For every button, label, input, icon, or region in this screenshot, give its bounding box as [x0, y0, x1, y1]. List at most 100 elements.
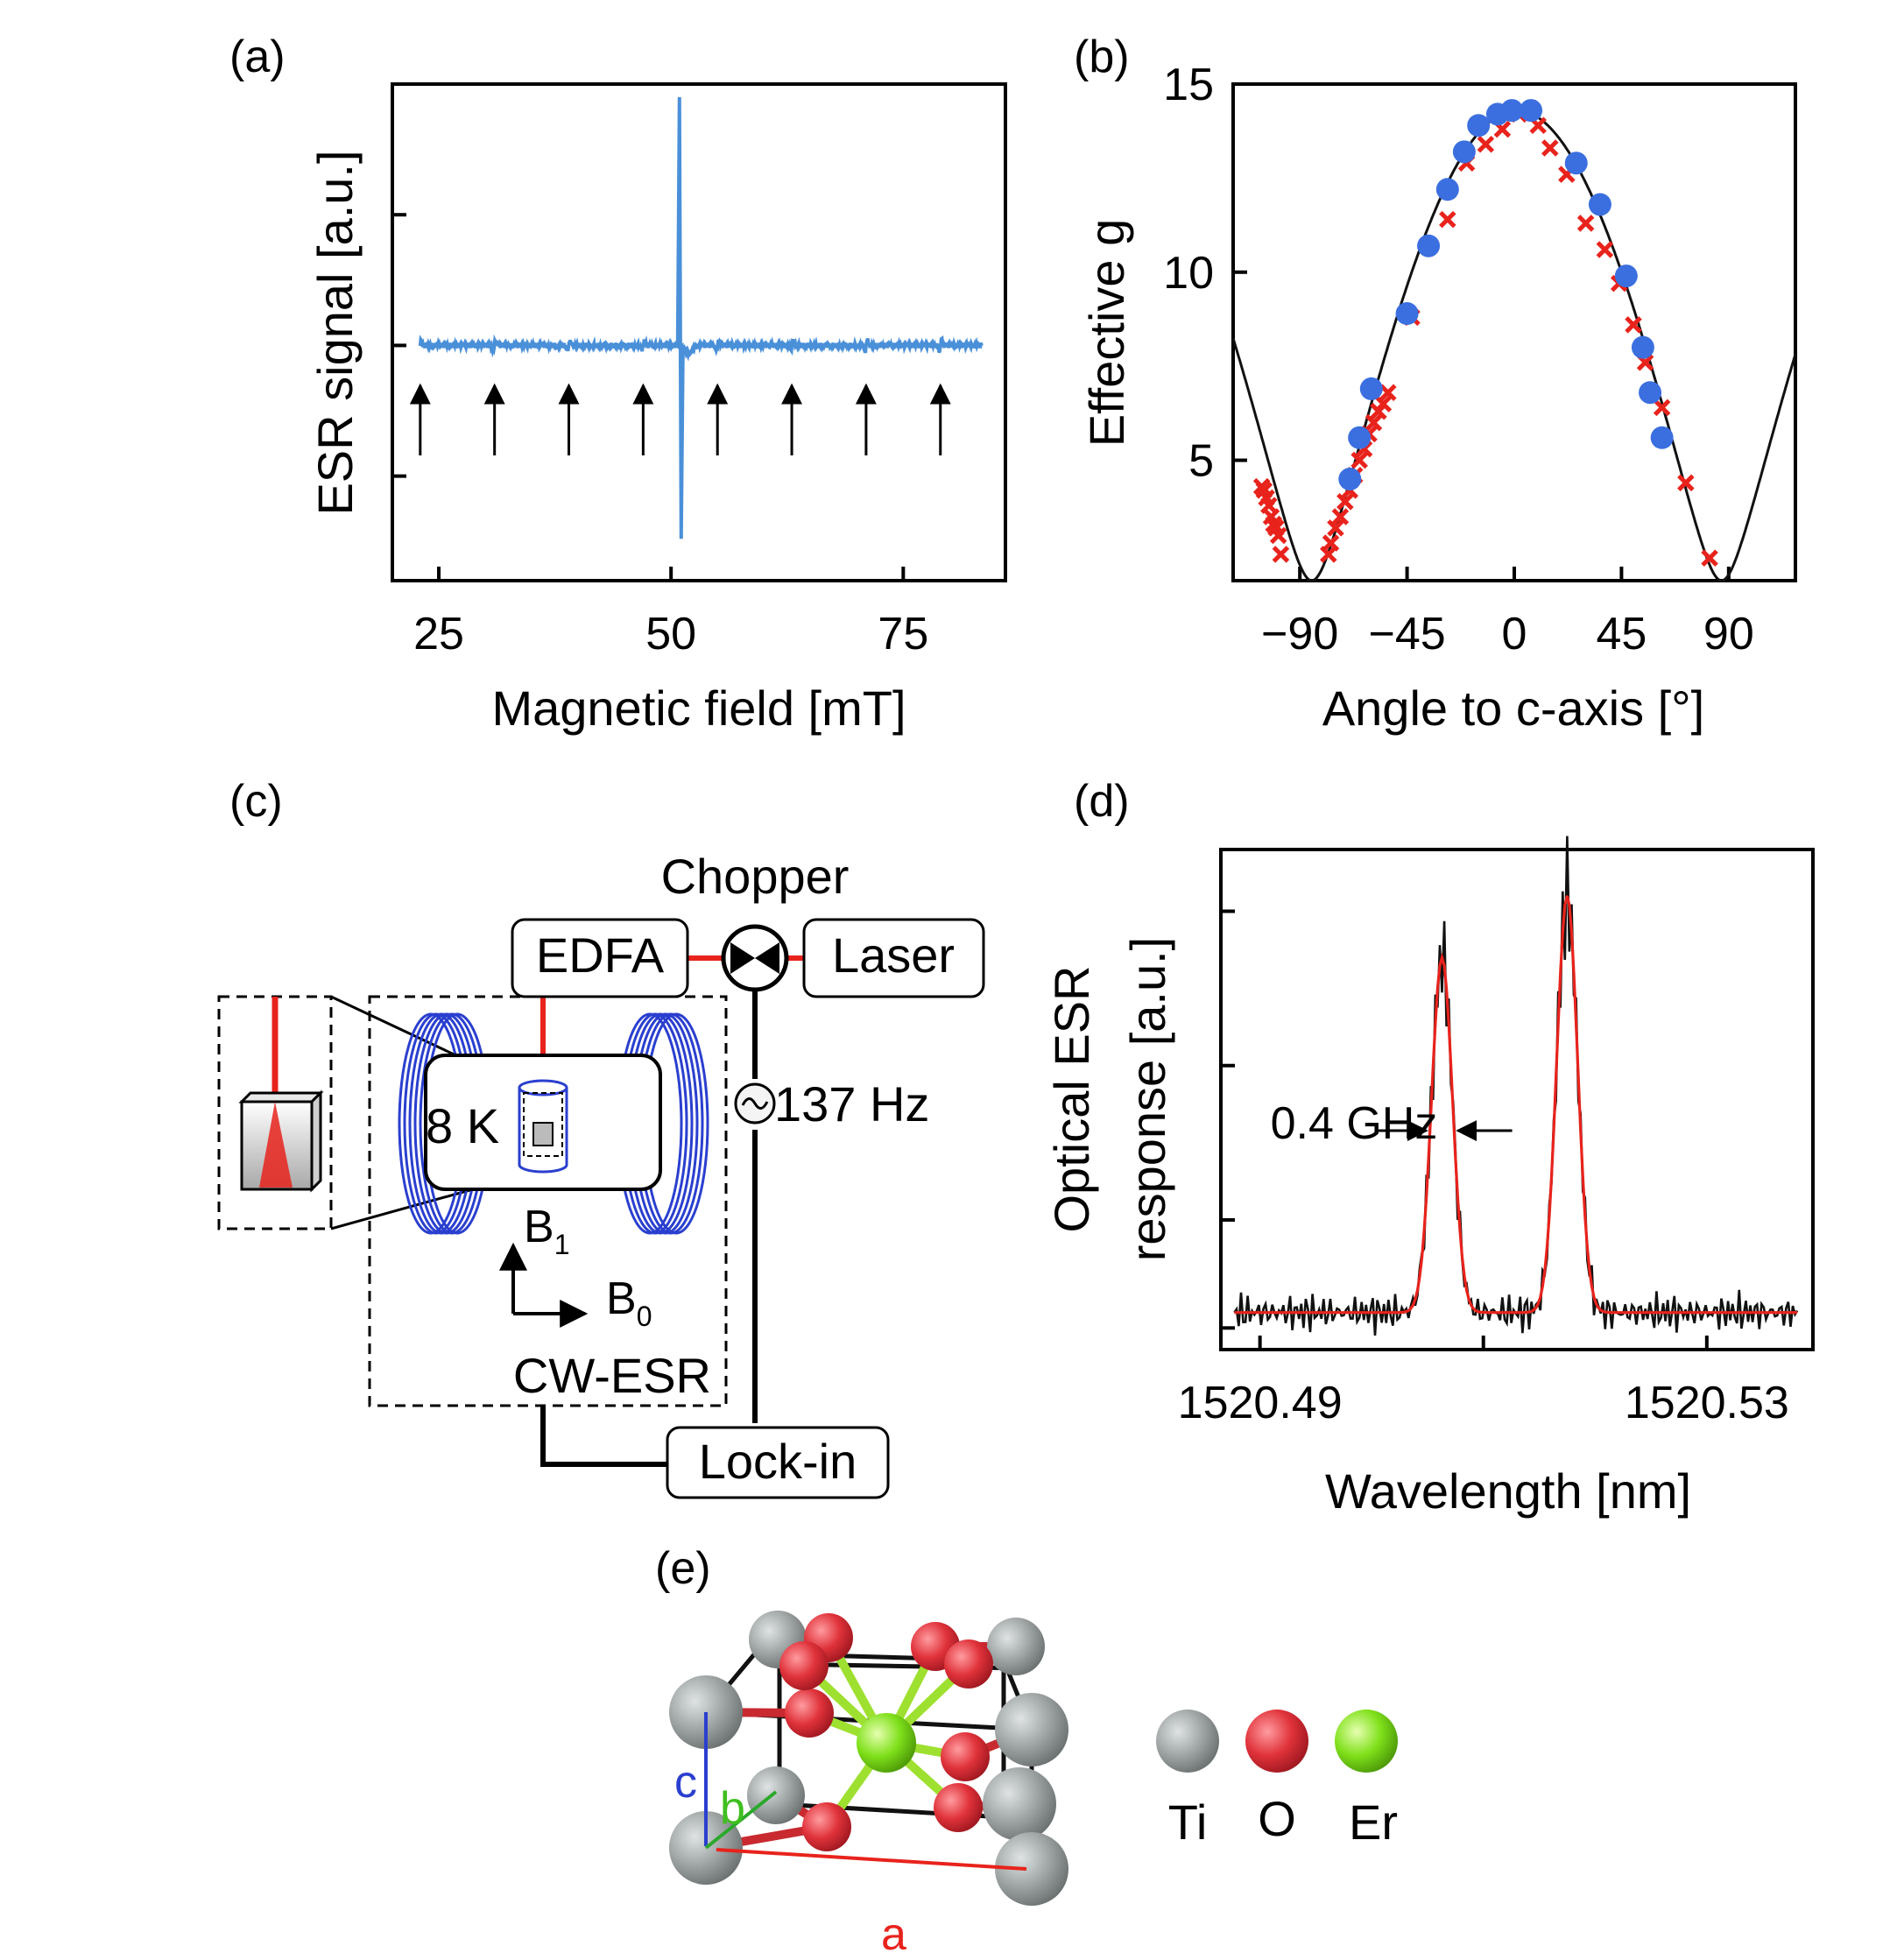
b-xtick-label-1: −45 — [1368, 609, 1445, 659]
g-factor-fit-curve — [1231, 109, 1797, 582]
edfa-label: EDFA — [536, 927, 665, 983]
blue-circle-7 — [1467, 114, 1491, 137]
red-cross-11 — [1327, 519, 1344, 537]
o-atom-3 — [941, 1732, 990, 1781]
blue-circle-12 — [1588, 193, 1611, 216]
red-cross-10 — [1322, 534, 1340, 552]
c-axis-label: c — [674, 1757, 697, 1808]
red-cross-series — [1252, 105, 1718, 567]
red-cross-16 — [1350, 451, 1368, 469]
panel-a-esr-spectrum: (a) 25 50 75 Magnetic field [mT] ESR signa… — [229, 32, 1007, 736]
blue-circle-11 — [1564, 152, 1588, 175]
er-atom — [857, 1713, 916, 1773]
inset-crystal-sample — [238, 1089, 324, 1193]
red-cross-38 — [1677, 474, 1695, 492]
plot-b-ylabel: Effective g — [1079, 219, 1134, 447]
o-atom-4 — [934, 1783, 983, 1832]
blue-circle-2 — [1359, 377, 1383, 400]
b1-symbol: B1 — [524, 1202, 569, 1260]
red-cross-24 — [1439, 210, 1456, 229]
plot-b-xlabel: Angle to c-axis [°] — [1322, 680, 1704, 736]
ti-atom-back-1 — [987, 1618, 1045, 1675]
signal-generator-icon — [734, 1082, 776, 1125]
panel-d-optical-esr: (d) 1520.49 1520.53 0.4 GHz Wavelength [n… — [1044, 776, 1815, 1519]
panel-d-label: (d) — [1074, 776, 1130, 827]
o-atom-5 — [802, 1802, 851, 1851]
red-cross-39 — [1701, 549, 1718, 567]
b-ytick-label-0: 5 — [1188, 436, 1214, 487]
panel-e-label: (e) — [655, 1543, 711, 1594]
lockin-box — [666, 1426, 890, 1499]
temperature-label: 8 K — [426, 1098, 499, 1153]
b-axis-line — [704, 1790, 778, 1850]
cw-esr-label: CW-ESR — [513, 1348, 711, 1403]
chopper-wheel-icon — [721, 924, 789, 992]
plot-a-xlabel: Magnetic field [mT] — [491, 680, 906, 736]
red-cross-30 — [1541, 139, 1559, 157]
legend-ti-label: Ti — [1168, 1794, 1208, 1850]
b-xtick-label-4: 90 — [1703, 609, 1754, 659]
plot-a-ticks: 25 50 75 — [392, 213, 928, 659]
plot-d-ylabel-line1: Optical ESR — [1044, 966, 1099, 1233]
a-axis-line — [716, 1848, 1027, 1871]
optical-esr-data-trace — [1233, 835, 1799, 1336]
panel-b-label: (b) — [1074, 32, 1130, 82]
ti-atom-front-5 — [983, 1767, 1056, 1841]
plot-b-frame — [1231, 82, 1797, 582]
blue-circle-0 — [1338, 468, 1362, 491]
panel-c-label: (c) — [229, 776, 283, 827]
modulation-frequency-label: 137 Hz — [774, 1076, 929, 1132]
lockin-label: Lock-in — [699, 1434, 857, 1489]
d-xtick-label-2: 1520.53 — [1625, 1378, 1789, 1428]
laser-label: Laser — [832, 927, 955, 983]
red-cross-33 — [1596, 241, 1614, 258]
b-xtick-label-0: −90 — [1261, 609, 1338, 659]
legend-o-swatch — [1245, 1710, 1308, 1773]
a-xtick-label-0: 25 — [413, 609, 464, 659]
ti-atom-front-7 — [995, 1832, 1068, 1906]
b-xtick-label-3: 45 — [1596, 609, 1647, 659]
b-xtick-label-2: 0 — [1502, 609, 1527, 659]
blue-circle-14 — [1631, 335, 1654, 359]
chopper-label: Chopper — [661, 849, 850, 904]
red-cross-26 — [1477, 135, 1495, 153]
b0-symbol: B0 — [606, 1273, 652, 1332]
blue-circle-5 — [1435, 178, 1459, 201]
plot-a-ylabel: ESR signal [a.u.] — [307, 150, 363, 515]
panel-b-effective-g: (b) −90 −45 0 45 90 5 10 15 Angle to c-axis [°]… — [1074, 32, 1797, 736]
legend-ti-swatch — [1156, 1710, 1219, 1773]
blue-circle-3 — [1395, 302, 1419, 326]
esr-to-lockin-wire — [540, 1406, 667, 1467]
blue-circle-9 — [1500, 99, 1524, 123]
blue-circle-15 — [1639, 381, 1662, 405]
cw-esr-enclosure — [368, 995, 728, 1407]
ti-atom-front-3 — [995, 1693, 1068, 1766]
red-cross-22 — [1379, 384, 1397, 401]
blue-circle-1 — [1348, 426, 1372, 449]
plot-d-xlabel: Wavelength [nm] — [1325, 1463, 1691, 1519]
linewidth-annotation-label: 0.4 GHz — [1271, 1098, 1438, 1149]
o-atom-7 — [944, 1639, 993, 1689]
panel-e-crystal-structure: (e) c b a Ti O Er — [655, 1543, 1398, 1960]
plot-d-ylabel-line2: response [a.u.] — [1120, 937, 1175, 1261]
b-ytick-label-2: 15 — [1163, 60, 1214, 110]
red-cross-12 — [1331, 508, 1350, 525]
red-cross-21 — [1374, 395, 1393, 412]
red-cross-37 — [1653, 398, 1671, 417]
esr-signal-trace — [418, 96, 984, 539]
red-cross-35 — [1625, 316, 1642, 334]
red-cross-8 — [1272, 546, 1290, 563]
legend-er-swatch — [1335, 1710, 1398, 1773]
legend-o-label: O — [1258, 1791, 1296, 1846]
panel-a-label: (a) — [229, 32, 286, 82]
ti-atom-back-4 — [747, 1766, 805, 1824]
atom-legend: Ti O Er — [1156, 1710, 1398, 1850]
b-axis-label: b — [720, 1783, 745, 1834]
plot-b-ticks: −90 −45 0 45 90 5 10 15 — [1163, 60, 1754, 659]
o-atom-6 — [779, 1641, 829, 1690]
blue-circle-13 — [1614, 264, 1638, 288]
panel-c-setup-diagram: (c) Chopper EDFA Laser 137 Hz — [217, 776, 985, 1499]
red-cross-19 — [1365, 413, 1383, 432]
red-cross-7 — [1269, 526, 1287, 545]
legend-er-label: Er — [1349, 1794, 1398, 1850]
